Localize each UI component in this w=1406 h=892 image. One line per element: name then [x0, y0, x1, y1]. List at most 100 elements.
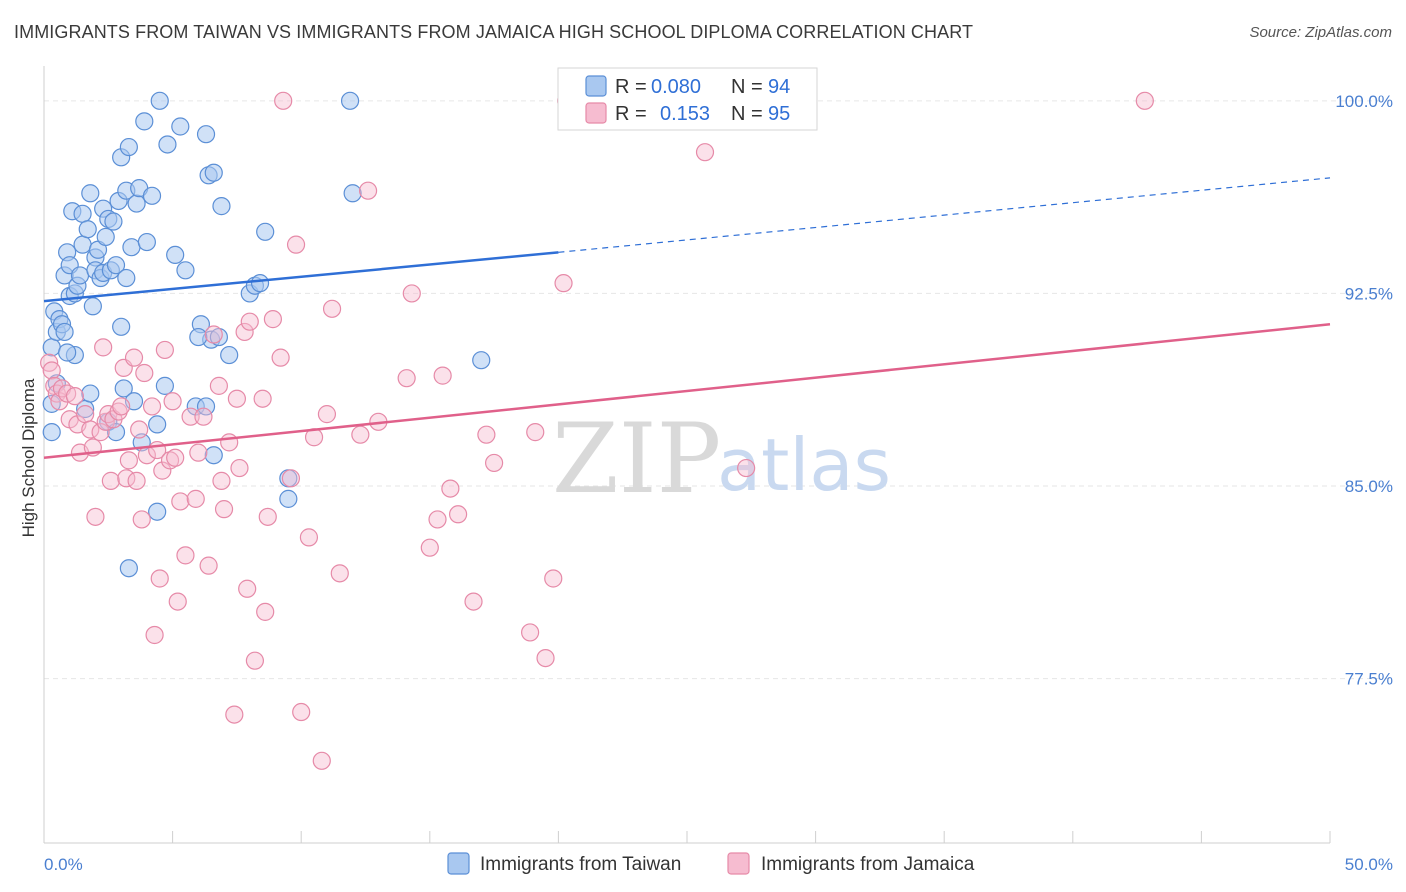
jamaica-point — [1135, 91, 1154, 110]
jamaica-point — [127, 471, 146, 490]
jamaica-point — [235, 322, 254, 342]
taiwan-trend-extension — [558, 177, 1331, 253]
taiwan-point — [119, 137, 138, 157]
taiwan-point — [171, 117, 190, 136]
jamaica-point — [312, 751, 331, 770]
jamaica-point — [402, 284, 421, 303]
jamaica-point — [536, 648, 555, 668]
taiwan-point — [73, 204, 92, 223]
taiwan-point — [158, 135, 177, 154]
jamaica-point — [441, 479, 460, 498]
jamaica-point — [130, 420, 149, 439]
jamaica-point — [155, 340, 174, 360]
jamaica-point — [209, 376, 228, 395]
taiwan-point — [150, 91, 169, 110]
taiwan-point — [81, 184, 100, 203]
legend-jamaica-n-value: 95 — [768, 103, 790, 125]
legend-taiwan-swatch — [585, 75, 607, 97]
jamaica-point — [299, 528, 319, 547]
taiwan-point — [212, 197, 231, 216]
taiwan-points — [42, 91, 491, 578]
jamaica-point — [263, 310, 283, 329]
jamaica-point — [485, 453, 504, 473]
legend-taiwan-n-value: 94 — [768, 76, 790, 98]
jamaica-point — [258, 507, 277, 526]
taiwan-point — [81, 384, 100, 403]
taiwan-point — [148, 415, 167, 434]
jamaica-point — [135, 363, 154, 383]
bottom-legend-taiwan-label: Immigrants from Taiwan — [480, 854, 681, 875]
taiwan-point — [106, 256, 126, 275]
taiwan-point — [209, 327, 228, 347]
jamaica-point — [199, 556, 218, 575]
jamaica-point — [124, 348, 144, 367]
jamaica-point — [176, 546, 195, 565]
taiwan-point — [148, 502, 167, 521]
y-axis-title: High School Diploma — [19, 378, 38, 537]
jamaica-point — [150, 569, 169, 588]
y-tick-label-2: 92.5% — [1345, 284, 1393, 303]
taiwan-point — [117, 268, 136, 288]
jamaica-point — [238, 579, 257, 598]
taiwan-point — [472, 351, 491, 370]
jamaica-point — [274, 91, 293, 110]
jamaica-point — [330, 564, 349, 583]
legend-taiwan-r-label: R = — [615, 76, 647, 98]
taiwan-point — [127, 194, 146, 213]
x-tick-labels: 0.0% 50.0% — [44, 855, 1393, 874]
jamaica-point — [145, 625, 164, 645]
taiwan-point — [340, 91, 360, 110]
jamaica-point — [554, 274, 573, 293]
jamaica-trend-line — [43, 322, 1331, 460]
x-tick-label-min: 0.0% — [44, 855, 83, 874]
jamaica-point — [737, 458, 756, 478]
jamaica-point — [189, 443, 208, 462]
jamaica-point — [132, 510, 151, 529]
jamaica-point — [112, 397, 131, 416]
y-tick-label-1: 85.0% — [1345, 477, 1393, 496]
x-tick-label-max: 50.0% — [1345, 855, 1393, 874]
top-legend: R = 0.080 N = 94 R = 0.153 N = 95 — [557, 67, 818, 131]
watermark-atlas: atlas — [717, 423, 891, 507]
taiwan-point — [42, 338, 61, 357]
jamaica-point — [91, 423, 110, 442]
jamaica-point — [292, 702, 311, 722]
jamaica-point — [109, 402, 128, 421]
legend-jamaica-r-value: 0.153 — [660, 103, 710, 125]
jamaica-point — [521, 623, 540, 642]
jamaica-point — [220, 433, 239, 452]
jamaica-point — [448, 505, 468, 524]
taiwan-point — [83, 297, 102, 316]
taiwan-point — [122, 238, 141, 257]
jamaica-point — [101, 471, 120, 490]
legend-jamaica-r-label: R = — [615, 103, 647, 125]
trend-lines — [43, 177, 1331, 460]
jamaica-point — [168, 592, 187, 611]
jamaica-point — [186, 489, 205, 508]
taiwan-point — [70, 266, 90, 285]
jamaica-point — [65, 387, 84, 406]
jamaica-point — [240, 312, 259, 331]
taiwan-point — [256, 222, 275, 241]
jamaica-point — [227, 389, 246, 408]
jamaica-point — [181, 407, 200, 426]
jamaica-point — [94, 338, 113, 357]
taiwan-point — [189, 327, 208, 347]
taiwan-point — [119, 559, 138, 578]
jamaica-point — [81, 420, 100, 439]
bottom-legend-jamaica-label: Immigrants from Jamaica — [761, 854, 975, 875]
jamaica-point — [351, 425, 370, 444]
jamaica-point — [171, 492, 190, 511]
legend-jamaica-swatch — [585, 102, 607, 124]
taiwan-point — [142, 186, 162, 205]
jamaica-point — [544, 569, 563, 588]
taiwan-point — [155, 376, 174, 395]
jamaica-point — [358, 181, 378, 200]
taiwan-point — [343, 184, 362, 203]
y-tick-label-0: 77.5% — [1345, 670, 1393, 689]
taiwan-point — [112, 317, 131, 336]
y-tick-labels: 77.5% 85.0% 92.5% 100.0% — [1335, 92, 1393, 689]
taiwan-point — [78, 220, 97, 239]
taiwan-point — [55, 322, 74, 342]
